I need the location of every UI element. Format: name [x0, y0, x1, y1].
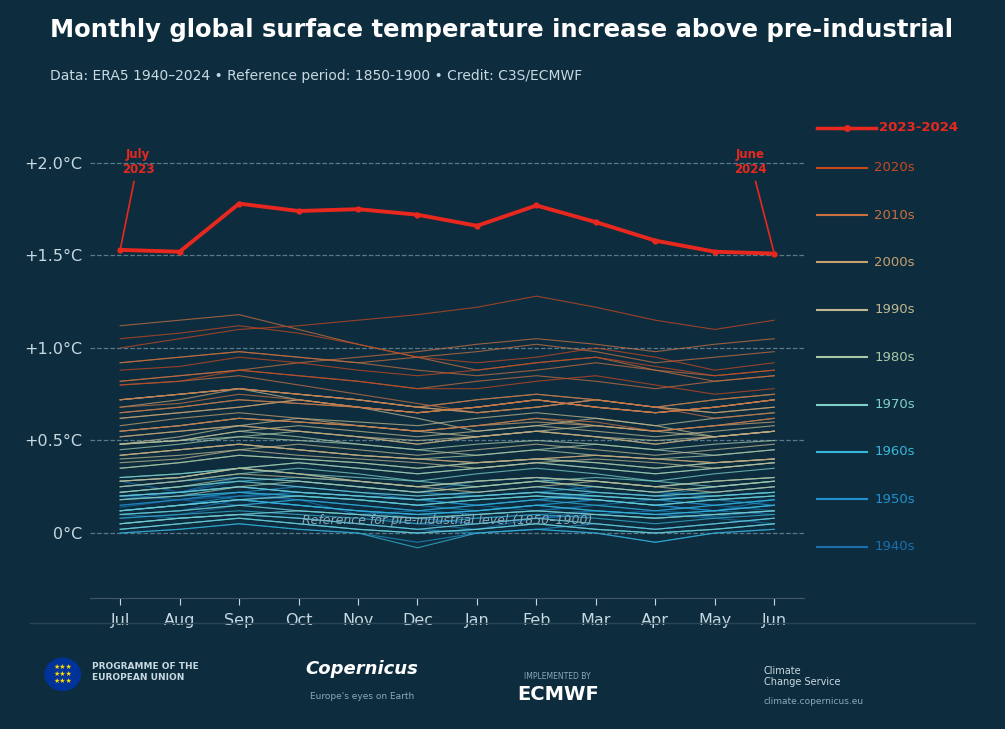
Text: 2023-2024: 2023-2024 — [879, 121, 959, 134]
Text: Reference for pre-industrial level (1850–1900): Reference for pre-industrial level (1850… — [303, 515, 592, 528]
Text: ★★★
★★★
★★★: ★★★ ★★★ ★★★ — [53, 664, 72, 685]
Circle shape — [45, 658, 80, 690]
Text: Monthly global surface temperature increase above pre-industrial: Monthly global surface temperature incre… — [50, 18, 954, 42]
Text: 1960s: 1960s — [874, 445, 915, 459]
Text: Data: ERA5 1940–2024 • Reference period: 1850-1900 • Credit: C3S/ECMWF: Data: ERA5 1940–2024 • Reference period:… — [50, 69, 583, 83]
Text: 2020s: 2020s — [874, 161, 915, 174]
Text: Europe's eyes on Earth: Europe's eyes on Earth — [310, 692, 414, 701]
Text: climate.copernicus.eu: climate.copernicus.eu — [764, 697, 864, 706]
Text: Copernicus: Copernicus — [306, 660, 418, 678]
Text: Climate
Change Service: Climate Change Service — [764, 666, 840, 687]
Text: 1970s: 1970s — [874, 398, 915, 411]
Text: June
2024: June 2024 — [735, 148, 774, 251]
Text: 1950s: 1950s — [874, 493, 915, 506]
Text: PROGRAMME OF THE
EUROPEAN UNION: PROGRAMME OF THE EUROPEAN UNION — [92, 663, 199, 682]
Text: 1940s: 1940s — [874, 540, 915, 553]
Text: IMPLEMENTED BY: IMPLEMENTED BY — [525, 672, 591, 681]
Text: 2010s: 2010s — [874, 208, 915, 222]
Text: ECMWF: ECMWF — [517, 685, 599, 703]
Text: July
2023: July 2023 — [121, 148, 155, 247]
Text: 1980s: 1980s — [874, 351, 915, 364]
Text: 1990s: 1990s — [874, 303, 915, 316]
Text: 2000s: 2000s — [874, 256, 915, 269]
